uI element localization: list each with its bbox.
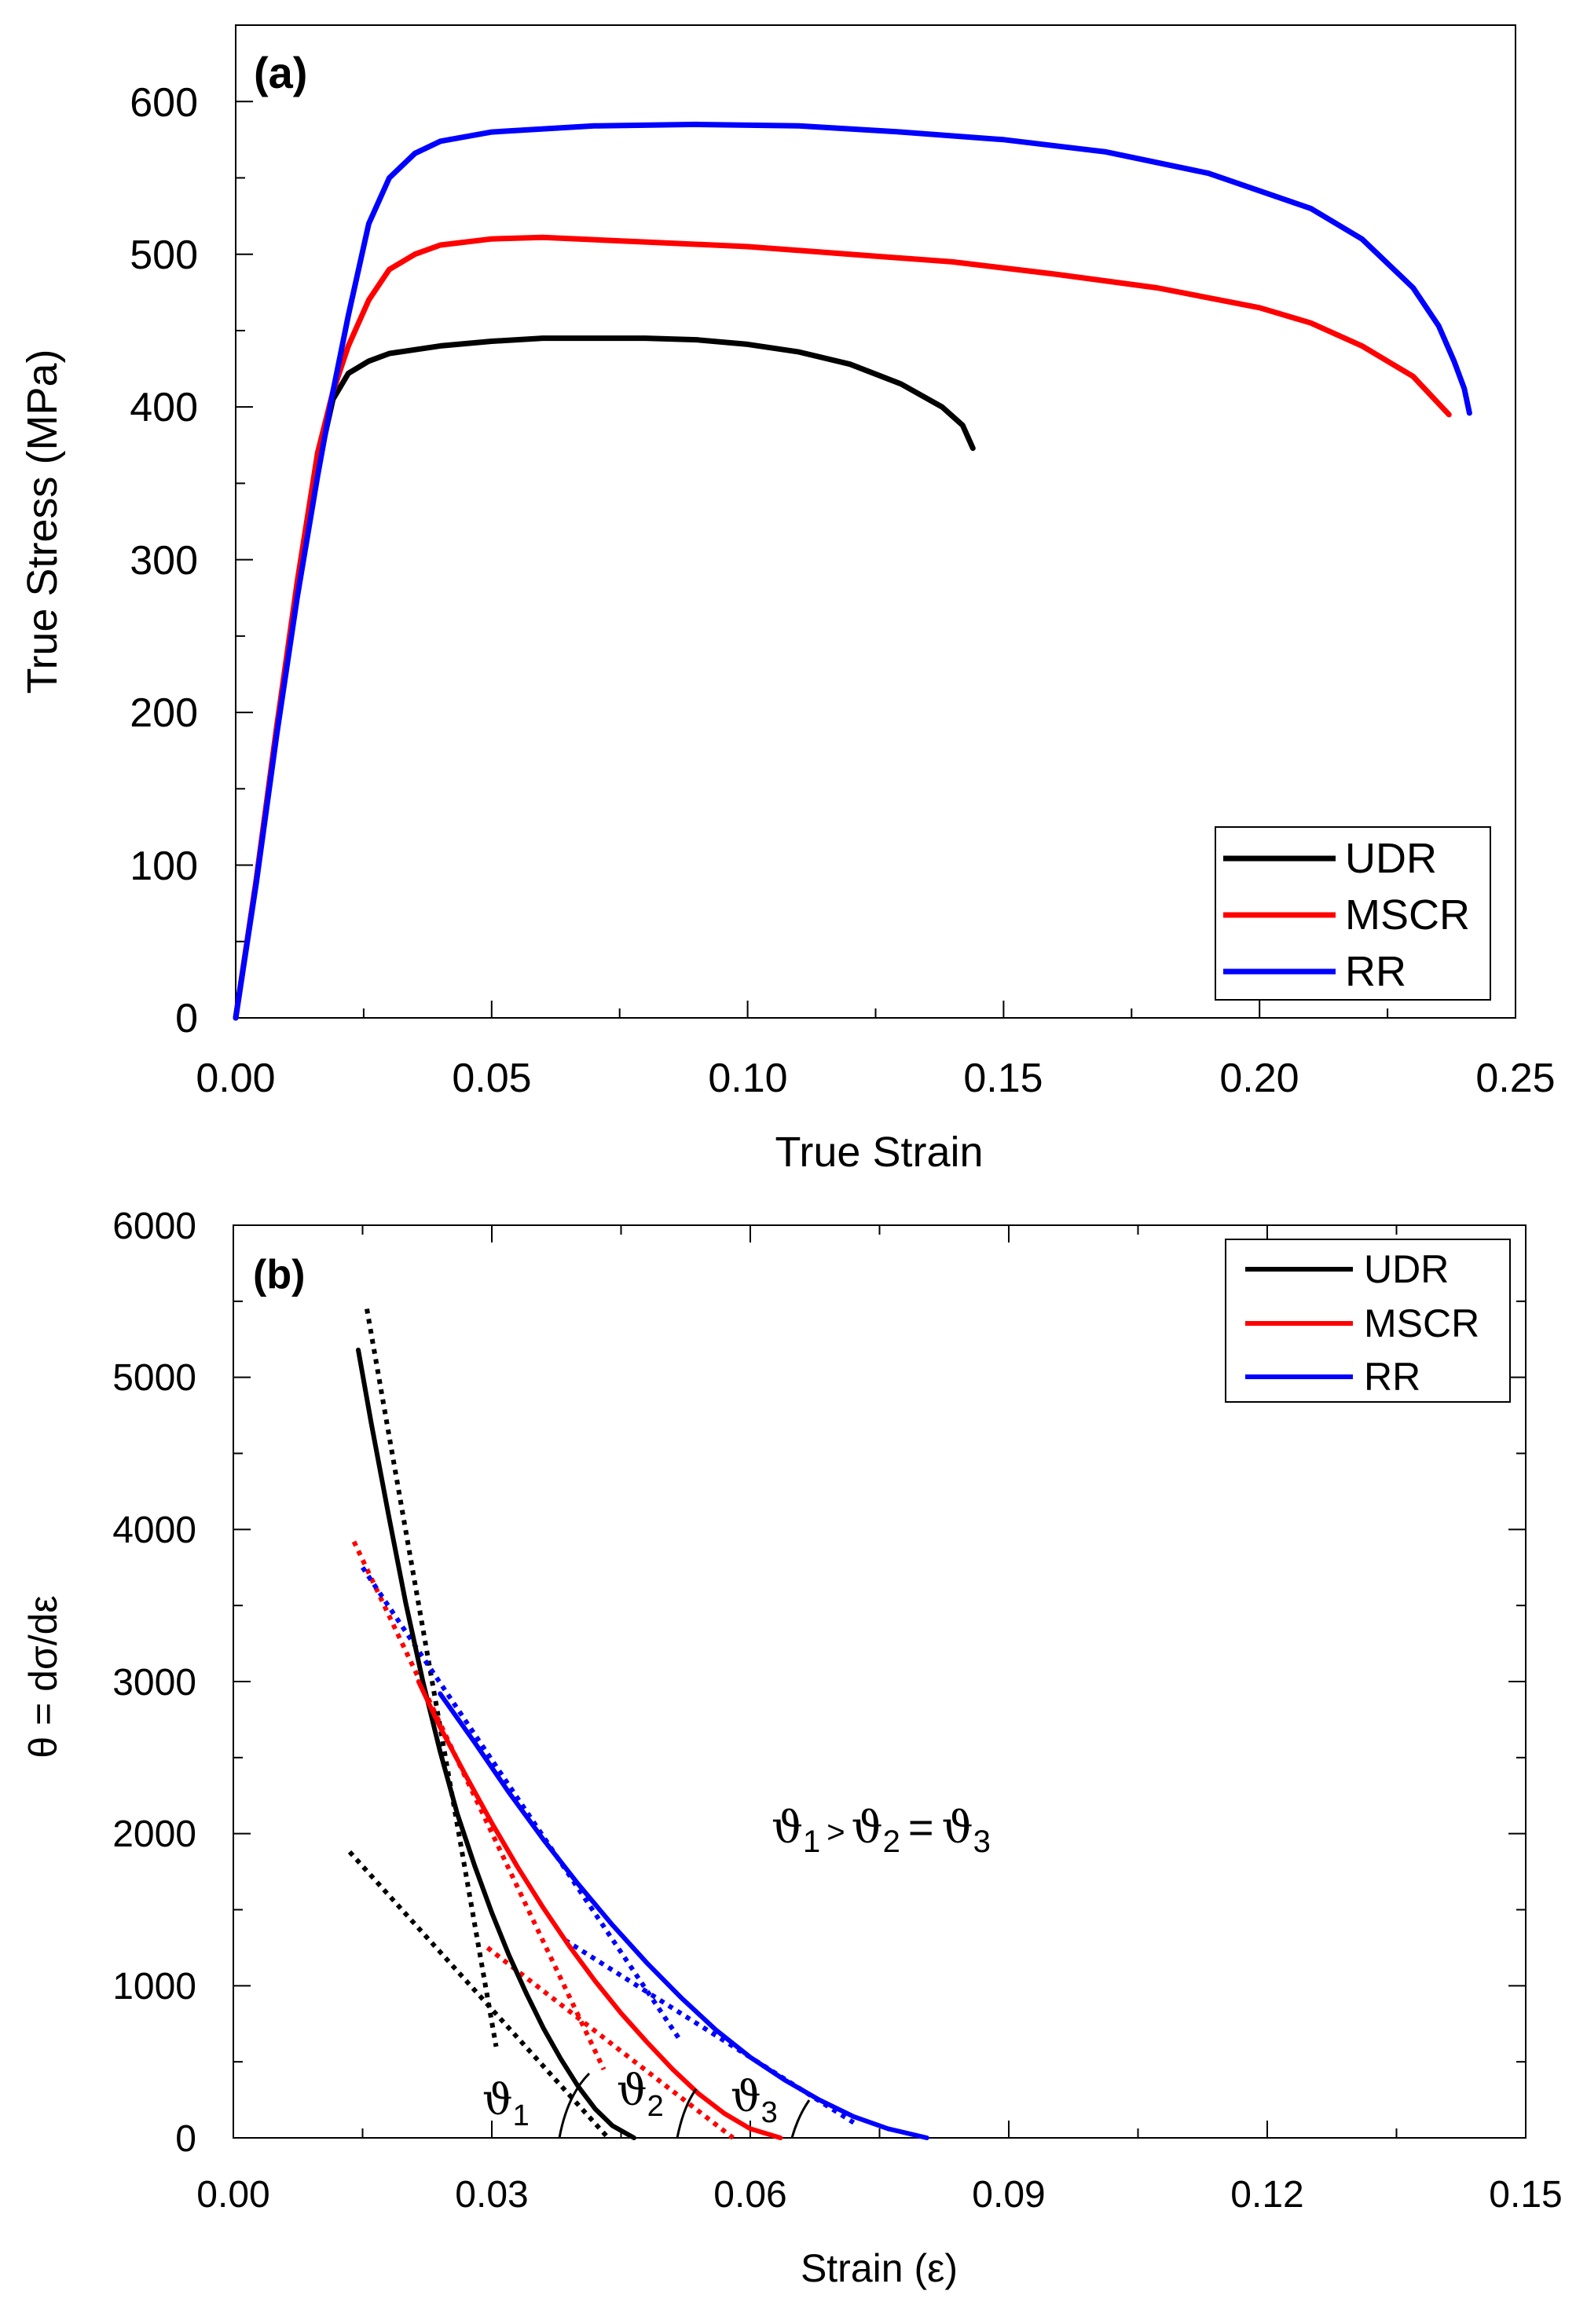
theta-relation-annotation: ϑ1 > ϑ2 = ϑ3 — [772, 1802, 991, 1859]
legend-label-mscr: MSCR — [1364, 1301, 1479, 1345]
legend-label-udr: UDR — [1364, 1247, 1449, 1291]
series-line-rr — [438, 1691, 929, 2140]
fit-line-1 — [365, 1308, 499, 2048]
theta-3-subscript: 3 — [973, 1824, 991, 1859]
series-line-mscr — [233, 234, 1452, 1021]
panel-b-y-tick-label: 6000 — [112, 1206, 196, 1247]
panel-b-y-tick-label: 1000 — [112, 1966, 196, 2007]
panel-b-y-tick-label: 0 — [175, 2118, 196, 2160]
panel-b-ticks — [233, 1224, 1527, 2139]
panel-a-x-axis-title: True Strain — [775, 1129, 983, 1176]
panel-a-label: (a) — [254, 48, 307, 97]
fit-line-4 — [486, 1945, 735, 2140]
fit-line-2 — [347, 1850, 610, 2140]
panel-b-x-axis-title: Strain (ε) — [801, 2246, 958, 2290]
panel-a-y-tick-label: 500 — [130, 232, 198, 278]
panel-b: (b) 0.00 0.03 0.06 0.09 0.12 0.15 0 1000… — [21, 1206, 1563, 2290]
panel-b-x-tick-label: 0.09 — [972, 2174, 1045, 2216]
fit-line-5 — [361, 1566, 684, 2044]
panel-a-y-tick-label: 400 — [130, 385, 198, 430]
panel-b-y-axis-title: θ = dσ/dε — [21, 1595, 65, 1758]
theta-2-symbol: ϑ — [852, 1802, 883, 1854]
fit-line-3 — [351, 1540, 607, 2071]
theta-1-subscript: 1 — [803, 1824, 820, 1859]
legend-label-rr: RR — [1345, 948, 1406, 995]
theta-1-symbol: ϑ — [772, 1802, 803, 1854]
panel-a-x-tick-label: 0.25 — [1475, 1056, 1555, 1101]
panel-a-y-tick-label: 200 — [130, 690, 198, 736]
panel-b-x-tick-label: 0.00 — [196, 2174, 269, 2216]
panel-b-label: (b) — [253, 1252, 305, 1297]
panel-b-x-tick-label: 0.03 — [455, 2174, 528, 2216]
panel-a: (a) 0.00 0.05 0.10 0.15 0.20 0.25 0 100 … — [19, 24, 1556, 1176]
panel-b-x-tick-label: 0.12 — [1230, 2174, 1303, 2216]
panel-b-y-tick-label: 2000 — [112, 1813, 196, 1855]
panel-a-legend: UDR MSCR RR — [1215, 826, 1491, 1001]
panel-b-y-tick-label: 5000 — [112, 1357, 196, 1399]
panel-a-y-tick-label: 0 — [175, 996, 198, 1041]
legend-label-rr: RR — [1364, 1355, 1420, 1399]
angle-arc-1 — [558, 2072, 591, 2139]
panel-b-x-tick-label: 0.06 — [713, 2174, 786, 2216]
panel-a-x-tick-label: 0.00 — [196, 1056, 275, 1101]
panel-a-y-axis-title: True Stress (MPa) — [19, 349, 66, 694]
panel-b-angle-marks — [558, 2072, 811, 2139]
panel-b-angle-labels: ϑ1 ϑ2 ϑ3 — [482, 2066, 778, 2132]
panel-a-ticks — [235, 101, 1516, 1019]
angle-label-theta-3: ϑ3 — [731, 2072, 778, 2129]
panel-b-y-tick-label: 3000 — [112, 1662, 196, 1704]
angle-theta-2-symbol: ϑ — [617, 2066, 647, 2115]
angle-label-theta-1: ϑ1 — [482, 2075, 530, 2132]
series-line-mscr — [416, 1679, 783, 2140]
angle-arc-3 — [790, 2099, 811, 2139]
panel-b-legend: UDR MSCR RR — [1225, 1239, 1511, 1403]
angle-theta-2-subscript: 2 — [647, 2090, 664, 2123]
theta-3-symbol: ϑ — [942, 1802, 973, 1854]
angle-theta-3-symbol: ϑ — [731, 2072, 761, 2121]
series-line-udr — [233, 335, 976, 1021]
equals-sign: = — [908, 1802, 934, 1852]
legend-label-mscr: MSCR — [1345, 891, 1470, 939]
legend-label-udr: UDR — [1345, 835, 1437, 882]
panel-a-y-tick-label: 100 — [130, 844, 198, 889]
panel-a-x-tick-label: 0.10 — [708, 1056, 787, 1101]
angle-theta-3-subscript: 3 — [761, 2096, 778, 2129]
panel-a-y-tick-label: 300 — [130, 538, 198, 584]
panel-b-fit-lines — [347, 1308, 856, 2140]
panel-a-x-tick-label: 0.20 — [1219, 1056, 1299, 1101]
panel-a-series — [233, 121, 1472, 1021]
panel-b-y-tick-label: 4000 — [112, 1510, 196, 1551]
panel-a-y-tick-label: 600 — [130, 80, 198, 126]
panel-b-series — [356, 1347, 929, 2140]
panel-a-x-tick-label: 0.05 — [452, 1056, 531, 1101]
angle-label-theta-2: ϑ2 — [617, 2066, 664, 2123]
angle-arc-2 — [676, 2088, 698, 2139]
series-line-udr — [356, 1347, 636, 2140]
series-line-rr — [233, 121, 1472, 1021]
angle-theta-1-symbol: ϑ — [482, 2075, 513, 2125]
angle-theta-1-subscript: 1 — [513, 2099, 530, 2132]
theta-2-subscript: 2 — [883, 1824, 900, 1859]
greater-than-sign: > — [826, 1815, 845, 1850]
panel-a-x-tick-label: 0.15 — [963, 1056, 1043, 1101]
panel-b-x-tick-label: 0.15 — [1489, 2174, 1562, 2216]
